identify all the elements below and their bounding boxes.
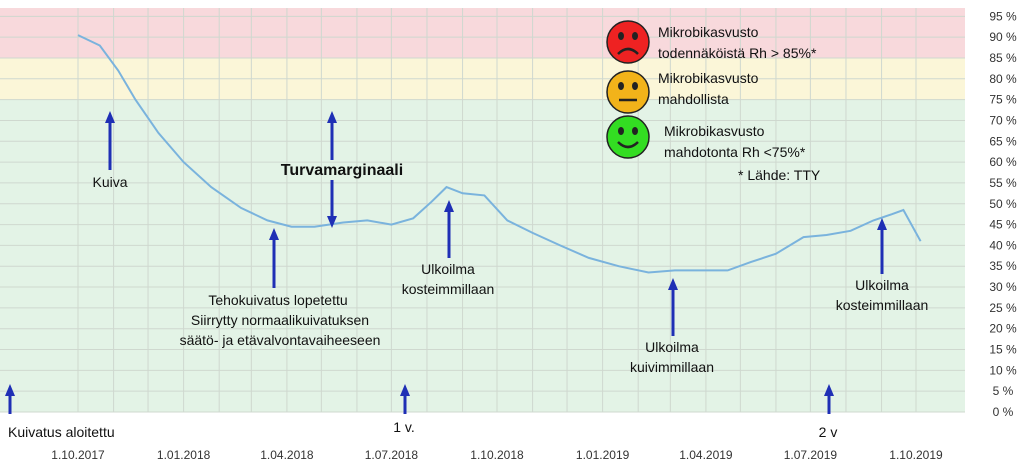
y-tick-label: 75 % — [989, 93, 1017, 107]
annotation-ulkoilma-kuivin-line1: Ulkoilma — [645, 339, 699, 355]
y-tick-label: 55 % — [989, 176, 1017, 190]
legend-red-line2: todennäköistä Rh > 85%* — [658, 45, 817, 61]
arrow-start-head — [5, 384, 15, 396]
y-tick-label: 0 % — [993, 405, 1014, 419]
x-tick-label: 1.10.2018 — [470, 448, 524, 462]
series-line — [77, 34, 922, 274]
annotation-ulkoilma-kostein-1-line1: Ulkoilma — [421, 261, 475, 277]
annotation-ulkoilma-kuivin-line2: kuivimmillaan — [630, 359, 714, 375]
x-tick-label: 1.07.2018 — [365, 448, 419, 462]
humidity-bands — [0, 8, 965, 412]
y-tick-label: 45 % — [989, 218, 1017, 232]
y-tick-label: 50 % — [989, 197, 1017, 211]
legend-yellow-line2: mahdollista — [658, 91, 729, 107]
source-note: * Lähde: TTY — [738, 167, 821, 183]
annotation-two-years: 2 v — [819, 424, 838, 440]
annotation-one-year: 1 v. — [393, 419, 415, 435]
y-tick-label: 70 % — [989, 113, 1017, 127]
arrow-one-year-head — [400, 384, 410, 396]
annotation-tehokuivatus-line2: Siirrytty normaalikuivatuksen — [191, 312, 369, 328]
annotation-ulkoilma-kostein-1-line2: kosteimmillaan — [402, 281, 495, 297]
legend-yellow-line1: Mikrobikasvusto — [658, 70, 759, 86]
sad-face-icon — [606, 20, 650, 64]
y-tick-label: 25 % — [989, 301, 1017, 315]
y-tick-label: 95 % — [989, 9, 1017, 23]
arrow-tehokuivatus-head — [269, 228, 279, 240]
arrow-two-years-head — [824, 384, 834, 396]
y-tick-label: 10 % — [989, 363, 1017, 377]
arrow-kostein-2-head — [877, 218, 887, 230]
x-tick-label: 1.01.2019 — [576, 448, 630, 462]
legend-green-line2: mahdotonta Rh <75%* — [664, 144, 806, 160]
annotation-tehokuivatus-line1: Tehokuivatus lopetettu — [208, 292, 347, 308]
y-tick-label: 65 % — [989, 134, 1017, 148]
y-tick-label: 60 % — [989, 155, 1017, 169]
x-tick-label: 1.10.2019 — [889, 448, 943, 462]
annotation-ulkoilma-kostein-2-line1: Ulkoilma — [855, 277, 909, 293]
y-tick-label: 80 % — [989, 72, 1017, 86]
legend-green-line1: Mikrobikasvusto — [664, 123, 765, 139]
arrow-kostein-1-head — [444, 200, 454, 212]
neutral-face-icon — [606, 70, 650, 114]
annotation-arrows — [5, 111, 887, 414]
annotation-turvamarginaali: Turvamarginaali — [281, 162, 403, 179]
grid-lines — [0, 8, 965, 413]
x-tick-label: 1.04.2019 — [679, 448, 733, 462]
y-tick-label: 90 % — [989, 30, 1017, 44]
y-tick-label: 40 % — [989, 238, 1017, 252]
y-tick-label: 20 % — [989, 322, 1017, 336]
annotation-ulkoilma-kostein-2-line2: kosteimmillaan — [836, 297, 929, 313]
annotation-kuiva: Kuiva — [92, 174, 127, 190]
x-axis-ticks: 1.10.2017 1.01.2018 1.04.2018 1.07.2018 1.10… — [51, 448, 943, 462]
x-tick-label: 1.07.2019 — [784, 448, 838, 462]
annotation-tehokuivatus-line3: säätö- ja etävalvontavaiheeseen — [180, 332, 381, 348]
y-tick-label: 5 % — [993, 384, 1014, 398]
y-tick-label: 35 % — [989, 259, 1017, 273]
x-tick-label: 1.04.2018 — [260, 448, 314, 462]
y-axis-ticks: 0 % 5 % 10 % 15 % 20 % 25 % 30 % 35 % 40 % 45 % 50… — [989, 9, 1017, 419]
x-tick-label: 1.01.2018 — [157, 448, 211, 462]
legend: Mikrobikasvusto todennäköistä Rh > 85%* … — [606, 20, 821, 183]
band-0 — [0, 8, 965, 58]
arrow-turva-up-head — [327, 111, 337, 123]
annotation-kuivatus-aloitettu: Kuivatus aloitettu — [8, 424, 115, 440]
y-tick-label: 30 % — [989, 280, 1017, 294]
arrow-turva-down-head — [327, 216, 337, 228]
happy-face-icon — [606, 115, 650, 159]
y-tick-label: 15 % — [989, 343, 1017, 357]
arrow-kuivin-head — [668, 278, 678, 290]
band-2 — [0, 99, 965, 412]
legend-red-line1: Mikrobikasvusto — [658, 24, 759, 40]
x-tick-label: 1.10.2017 — [51, 448, 105, 462]
arrow-kuiva-head — [105, 111, 115, 123]
series-lines — [77, 34, 922, 274]
y-tick-label: 85 % — [989, 51, 1017, 65]
